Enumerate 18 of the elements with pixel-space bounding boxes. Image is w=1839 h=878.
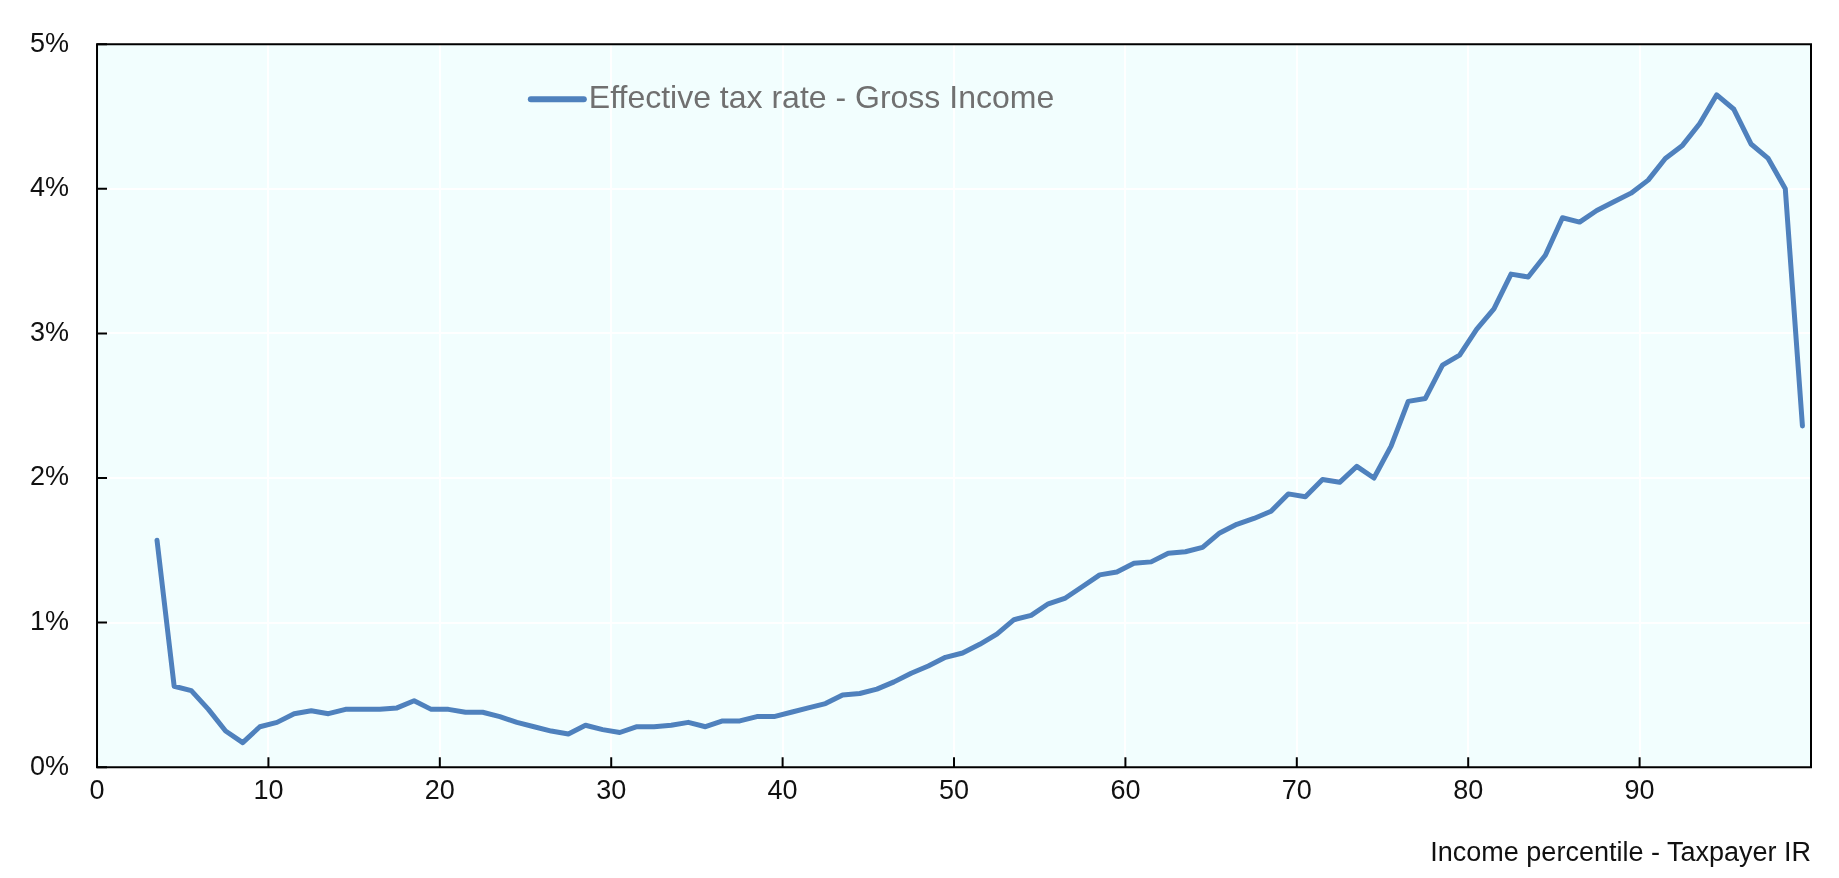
x-axis-title: Income percentile - Taxpayer IR (1430, 837, 1811, 868)
y-tick-label: 4% (29, 172, 70, 203)
y-tick-label: 0% (29, 750, 70, 781)
x-tick-label: 20 (424, 774, 455, 805)
y-tick-label: 5% (29, 27, 70, 58)
x-tick-label: 40 (767, 774, 798, 805)
x-tick-label: 50 (938, 774, 970, 805)
x-tick-label: 90 (1624, 774, 1655, 805)
y-tick-label: 3% (29, 316, 70, 347)
x-tick-label: 60 (1110, 774, 1141, 805)
x-tick-label: 80 (1453, 774, 1484, 805)
x-tick-label: 10 (253, 774, 284, 805)
legend-label: Effective tax rate - Gross Income (588, 79, 1055, 116)
x-tick-label: 70 (1281, 774, 1312, 805)
y-tick-label: 1% (29, 606, 70, 637)
x-tick-label: 30 (596, 774, 627, 805)
x-tick-label: 0 (89, 774, 105, 805)
y-tick-label: 2% (29, 461, 70, 492)
